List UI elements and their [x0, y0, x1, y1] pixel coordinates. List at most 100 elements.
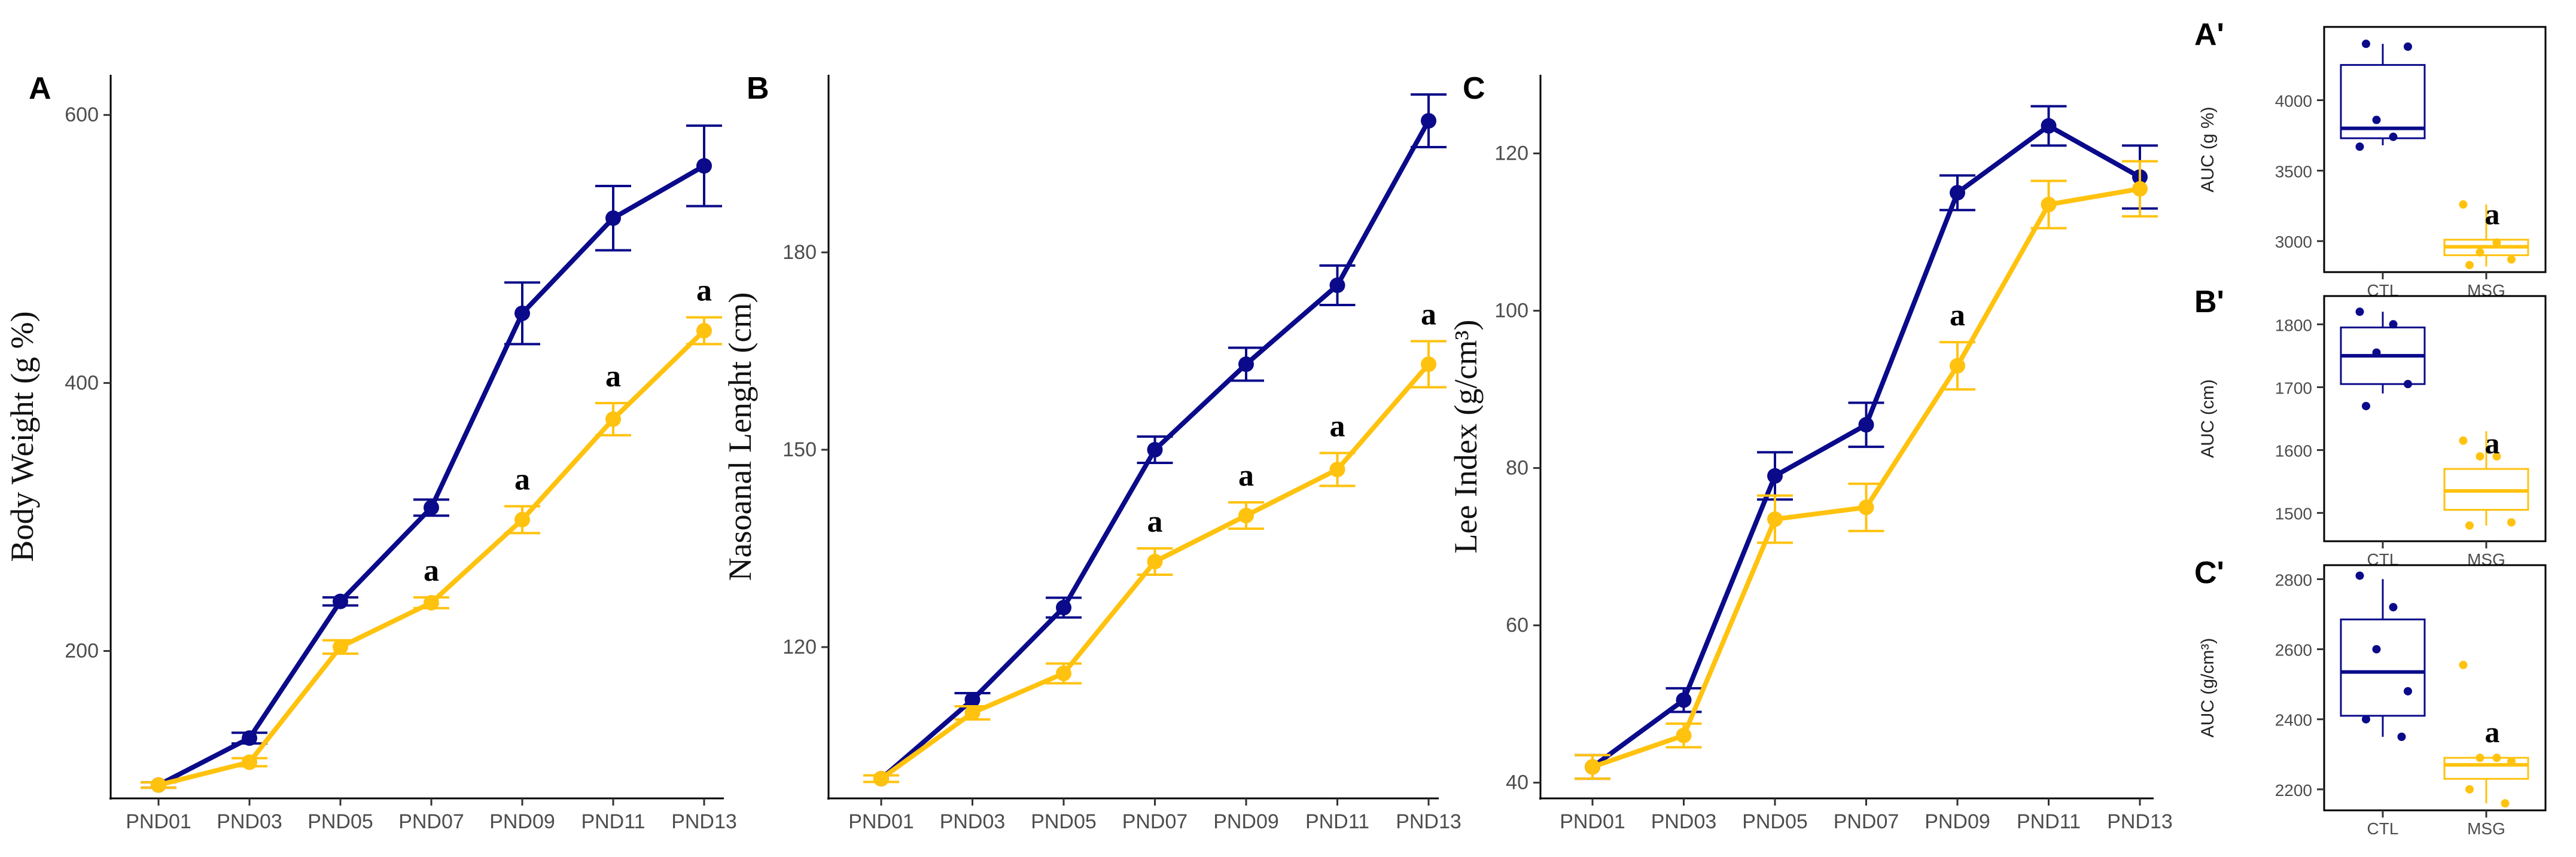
- data-point: [696, 158, 712, 173]
- data-point: [333, 594, 348, 609]
- x-tick-label: PND05: [1742, 810, 1808, 833]
- series-ctl: [141, 126, 722, 792]
- x-tick-label: PND09: [489, 810, 555, 833]
- x-tick-label: PND07: [398, 810, 464, 833]
- data-point: [1056, 666, 1071, 681]
- data-point: [2373, 116, 2381, 124]
- data-point: [2507, 255, 2516, 264]
- data-point: [2465, 521, 2474, 530]
- data-point: [1676, 693, 1692, 708]
- data-point: [696, 323, 712, 338]
- y-axis-title: Body Weight (g %): [4, 311, 40, 562]
- data-point: [2476, 754, 2484, 762]
- series-line: [159, 166, 704, 785]
- data-point: [1421, 113, 1436, 129]
- data-point: [1950, 358, 1965, 374]
- data-point: [1238, 356, 1254, 372]
- panel-label: C: [1463, 71, 1485, 106]
- panel-B: 120 150 180 PND01 PND03 PND05 PND07 PND09 PND11 P…: [722, 71, 1461, 833]
- y-tick-label: 80: [1506, 457, 1528, 480]
- data-point: [2362, 402, 2370, 410]
- data-point: [1056, 600, 1071, 615]
- significance-label: a: [2485, 426, 2500, 460]
- box: [2341, 620, 2425, 716]
- data-point: [2459, 437, 2468, 445]
- y-axis-title: AUC (g %): [2198, 106, 2218, 192]
- series-ctl: [863, 94, 1447, 786]
- significance-label: a: [514, 463, 530, 497]
- data-point: [424, 595, 439, 611]
- data-point: [1950, 185, 1965, 200]
- y-tick-label: 100: [1494, 300, 1528, 322]
- series-ctl: [1575, 106, 2158, 779]
- x-tick-label: MSG: [2467, 819, 2505, 838]
- data-point: [2493, 754, 2501, 762]
- x-tick-label: PND05: [307, 810, 373, 833]
- x-tick-label: CTL: [2367, 819, 2399, 838]
- data-point: [2362, 715, 2370, 724]
- y-tick-label: 120: [782, 636, 817, 658]
- panel-Cp: 2200 2400 2600 2800 CTL MSG AUC (g/cm³) C' a: [2194, 556, 2545, 838]
- data-point: [242, 730, 257, 746]
- data-point: [2404, 380, 2412, 388]
- data-point: [514, 306, 530, 321]
- data-point: [2132, 181, 2148, 197]
- y-tick-label: 2200: [2275, 781, 2312, 800]
- panel-A: 200 400 600 PND01 PND03 PND05 PND07 PND09 PND11 P…: [4, 71, 737, 833]
- data-point: [1859, 417, 1874, 432]
- y-tick-label: 120: [1494, 142, 1528, 165]
- data-point: [242, 755, 257, 770]
- panel-C: 40 60 80 100 120 PND01 PND03 PND05 PND07 PND09 PND…: [1448, 71, 2173, 833]
- x-tick-label: PND09: [1925, 810, 1990, 833]
- y-tick-label: 2800: [2275, 571, 2312, 589]
- data-point: [2373, 349, 2381, 357]
- panel-label: B: [747, 71, 769, 106]
- data-point: [1330, 462, 1345, 477]
- y-axis-title: AUC (cm): [2198, 379, 2218, 458]
- x-tick-label: PND13: [671, 810, 737, 833]
- y-tick-label: 180: [782, 241, 817, 264]
- data-point: [2476, 248, 2484, 257]
- data-point: [873, 771, 889, 786]
- data-point: [1147, 442, 1163, 458]
- significance-label: a: [2485, 715, 2500, 749]
- data-point: [2398, 733, 2406, 741]
- box: [2444, 758, 2528, 779]
- significance-label: a: [1421, 298, 1436, 332]
- panel-Ap: 300035004000CTL MSGAUC (g %)A'a: [2194, 17, 2545, 300]
- data-point: [1676, 728, 1692, 743]
- x-tick-label: PND01: [848, 810, 914, 833]
- data-point: [605, 411, 621, 427]
- x-tick-label: PND03: [217, 810, 282, 833]
- x-tick-label: PND07: [1122, 810, 1188, 833]
- y-tick-label: 2400: [2275, 711, 2312, 730]
- data-point: [514, 512, 530, 527]
- significance-label: a: [424, 554, 439, 588]
- data-point: [1859, 499, 1874, 515]
- data-point: [2465, 261, 2474, 269]
- data-point: [2476, 452, 2484, 460]
- data-point: [2041, 118, 2057, 133]
- y-tick-label: 400: [65, 371, 99, 394]
- data-point: [1330, 277, 1345, 293]
- data-point: [1147, 554, 1163, 569]
- x-tick-label: PND05: [1031, 810, 1097, 833]
- panel-Bp: 1500160017001800CTL MSGAUC (cm)B'a: [2194, 285, 2545, 569]
- x-tick-label: PND11: [2017, 810, 2081, 833]
- x-tick-label: PND11: [1305, 810, 1369, 833]
- y-tick-label: 60: [1506, 614, 1528, 637]
- y-axis-title: AUC (g/cm³): [2198, 638, 2218, 738]
- data-point: [2389, 603, 2398, 611]
- box-ctl: [2341, 307, 2425, 410]
- significance-label: a: [1147, 505, 1163, 539]
- x-tick-label: PND09: [1213, 810, 1279, 833]
- significance-label: a: [1238, 459, 1254, 493]
- series-msg: [1575, 161, 2158, 779]
- y-tick-label: 1600: [2275, 442, 2312, 460]
- x-tick-label: PND13: [2107, 810, 2173, 833]
- data-point: [2493, 239, 2501, 247]
- data-point: [151, 777, 166, 793]
- box-ctl: [2341, 39, 2425, 151]
- data-point: [1767, 511, 1783, 527]
- box-ctl: [2341, 572, 2425, 741]
